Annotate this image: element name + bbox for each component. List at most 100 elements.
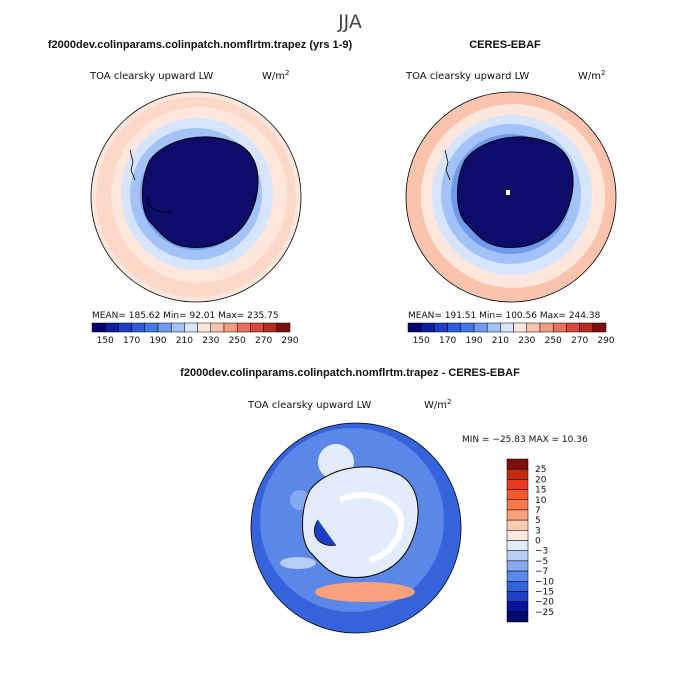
figure-title: JJA [337, 11, 362, 33]
colorbar-swatch [506, 611, 529, 623]
colorbar-swatch [460, 322, 475, 333]
colorbar-swatch [513, 322, 528, 333]
colorbar-swatch [506, 540, 529, 551]
panel-model-stats: MEAN= 185.62 Min= 92.01 Max= 235.75 [92, 311, 279, 321]
colorbar-tick-label: −3 [535, 547, 548, 557]
panel-diff-variable: TOA clearsky upward LW [247, 400, 371, 411]
panel-diff: f2000dev.colinparams.colinpatch.nomflrtm… [180, 367, 588, 634]
colorbar-tick-label: 290 [281, 336, 298, 346]
colorbar-tick-label: 10 [535, 496, 547, 506]
panel-model-units: W/m2 [262, 69, 289, 82]
colorbar-model: 150 170 190 210 230 250 270 290 [91, 322, 299, 346]
colorbar-tick-label: −20 [535, 598, 554, 608]
colorbar-swatch [276, 322, 291, 333]
colorbar-obs: 150 170 190 210 230 250 270 290 [407, 322, 615, 346]
colorbar-tick-label: 25 [535, 465, 546, 475]
colorbar-tick-label: 210 [176, 336, 193, 346]
colorbar-swatch [473, 322, 488, 333]
antarctica-landmass [142, 136, 259, 249]
panel-obs-units: W/m2 [578, 69, 605, 82]
colorbar-swatch [250, 322, 264, 333]
panel-obs-variable: TOA clearsky upward LW [405, 71, 529, 82]
colorbar-tick-label: 7 [535, 506, 541, 516]
colorbar-swatch [131, 322, 146, 333]
colorbar-tick-label: 5 [535, 516, 541, 526]
colorbar-swatch [506, 479, 529, 490]
panel-obs-header: CERES-EBAF [469, 39, 541, 51]
colorbar-tick-label: 0 [535, 537, 541, 547]
colorbar-swatch [223, 322, 238, 333]
colorbar-swatch [506, 560, 529, 572]
colorbar-swatch [420, 322, 435, 333]
colorbar-tick-label: 190 [465, 336, 482, 346]
colorbar-swatch [407, 322, 422, 333]
colorbar-tick-label: 270 [571, 336, 588, 346]
colorbar-tick-label: 190 [149, 336, 166, 346]
colorbar-tick-label: 15 [535, 486, 546, 496]
colorbar-swatch [506, 519, 529, 531]
colorbar-swatch [592, 322, 607, 333]
colorbar-tick-label: 290 [597, 336, 614, 346]
colorbar-swatch [506, 499, 529, 511]
colorbar-swatch [506, 489, 529, 500]
panel-obs: CERES-EBAF TOA clearsky upward LW W/m2 M… [405, 39, 617, 346]
colorbar-swatch [184, 322, 198, 333]
panel-model: f2000dev.colinparams.colinpatch.nomflrtm… [48, 39, 353, 346]
colorbar-swatch [236, 322, 251, 333]
colorbar-tick-label: 3 [535, 526, 541, 536]
panel-diff-header: f2000dev.colinparams.colinpatch.nomflrtm… [180, 367, 520, 379]
colorbar-swatch [539, 322, 554, 333]
colorbar-tick-label: 20 [535, 475, 547, 485]
colorbar-swatch [506, 550, 529, 562]
colorbar-tick-label: 170 [439, 336, 456, 346]
colorbar-tick-label: 230 [518, 336, 535, 346]
antarctica-landmass [457, 136, 574, 249]
colorbar-tick-label: −15 [535, 587, 554, 597]
panel-diff-stats: MIN = −25.83 MAX = 10.36 [462, 435, 588, 445]
panel-model-variable: TOA clearsky upward LW [89, 71, 213, 82]
colorbar-swatch [506, 530, 529, 541]
panel-model-header: f2000dev.colinparams.colinpatch.nomflrtm… [48, 39, 353, 51]
colorbar-swatch [506, 509, 529, 521]
colorbar-swatch [447, 322, 462, 333]
map-diff [251, 423, 461, 633]
colorbar-swatch [506, 581, 529, 592]
colorbar-swatch [263, 322, 278, 333]
colorbar-swatch [526, 322, 541, 333]
colorbar-tick-label: −5 [535, 557, 548, 567]
colorbar-tick-label: 250 [545, 336, 562, 346]
colorbar-swatch [506, 468, 529, 480]
colorbar-tick-label: 230 [202, 336, 219, 346]
colorbar-tick-label: 170 [123, 336, 140, 346]
colorbar-swatch [500, 322, 514, 333]
colorbar-swatch [91, 322, 106, 333]
colorbar-swatch [434, 322, 448, 333]
colorbar-swatch [118, 322, 132, 333]
colorbar-swatch [170, 322, 185, 333]
colorbar-swatch [506, 570, 529, 582]
colorbar-tick-label: −25 [535, 608, 554, 618]
colorbar-tick-label: 150 [97, 336, 114, 346]
colorbar-swatch [210, 322, 225, 333]
colorbar-swatch [506, 458, 529, 470]
colorbar-tick-label: 250 [229, 336, 246, 346]
colorbar-tick-label: −10 [535, 577, 554, 587]
map-model [91, 92, 301, 302]
colorbar-swatch [579, 322, 594, 333]
colorbar-swatch [144, 322, 159, 333]
colorbar-swatch [506, 591, 529, 602]
colorbar-swatch [506, 601, 529, 613]
map-obs [406, 92, 616, 302]
panel-obs-stats: MEAN= 191.51 Min= 100.56 Max= 244.38 [408, 311, 601, 321]
colorbar-swatch [486, 322, 501, 333]
colorbar-swatch [566, 322, 580, 333]
colorbar-tick-label: 270 [255, 336, 272, 346]
colorbar-swatch [157, 322, 172, 333]
colorbar-tick-label: −7 [535, 567, 548, 577]
colorbar-tick-label: 210 [492, 336, 509, 346]
colorbar-swatch [197, 322, 212, 333]
colorbar-swatch [552, 322, 567, 333]
